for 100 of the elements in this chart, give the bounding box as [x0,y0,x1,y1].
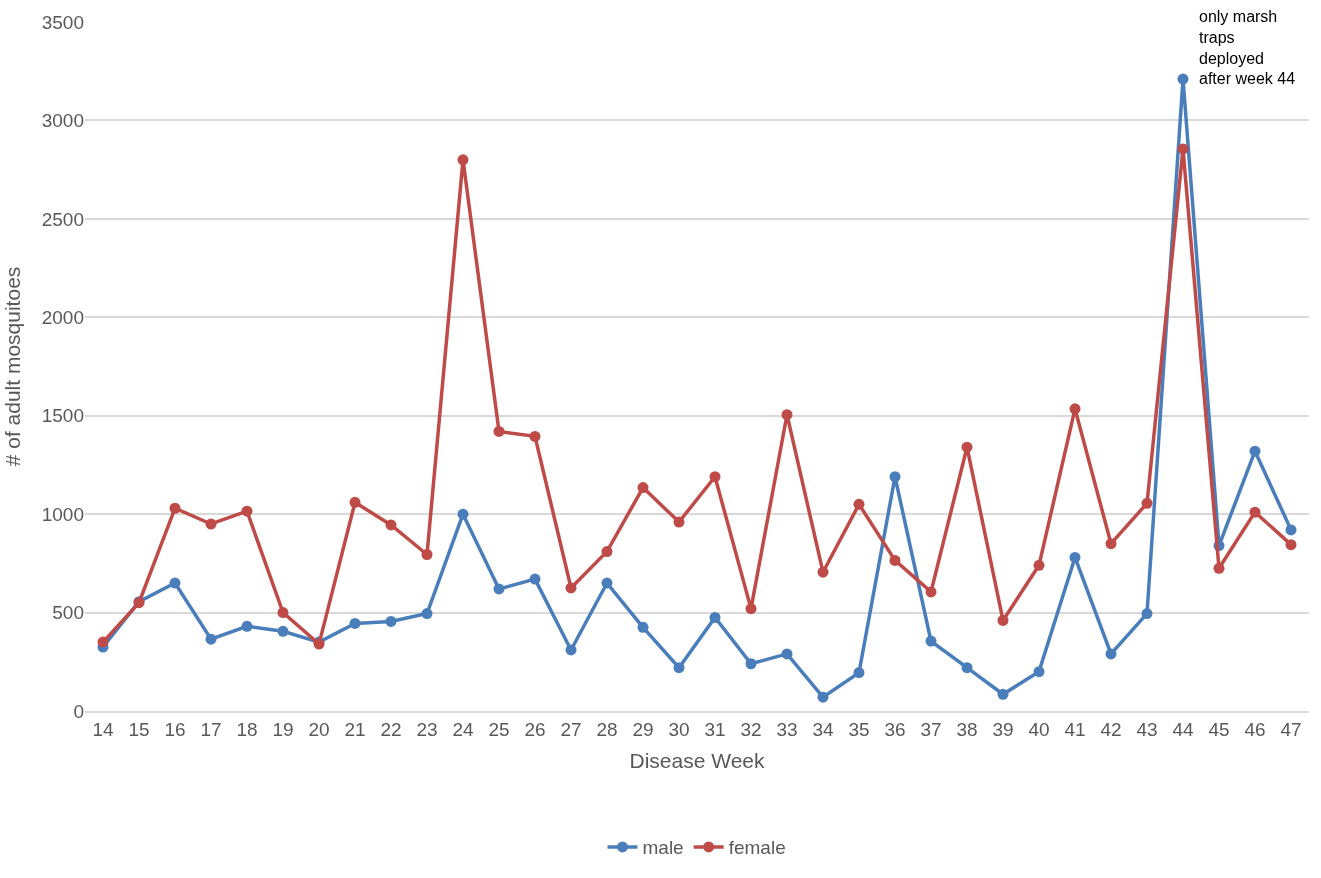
point [385,615,397,627]
point [637,482,649,494]
x-tick-label: 20 [308,718,330,740]
point [1105,538,1117,550]
x-tick-label: 18 [236,718,258,740]
point [241,620,253,632]
point [169,502,181,514]
x-tick-label: 41 [1064,718,1086,740]
point [241,505,253,517]
x-tick-label: 47 [1280,718,1302,740]
point [421,549,433,560]
x-tick-label: 28 [596,718,618,740]
x-tick-label: 38 [956,718,978,740]
point [637,621,649,633]
point [97,636,109,648]
y-tick-label: 1500 [41,405,84,427]
x-tick-label: 29 [632,718,654,740]
point [601,546,613,558]
y-axis-title: # of adult mosquitoes [0,266,24,467]
point [565,582,577,594]
x-tick-label: 25 [488,718,510,740]
point [961,441,973,453]
point [1285,539,1297,551]
point [781,409,793,421]
x-tick-label: 17 [200,718,222,740]
point [673,516,685,528]
point [1105,648,1117,660]
point [817,691,829,703]
point [421,608,433,620]
point [1033,666,1045,678]
point [1213,562,1225,574]
point [853,667,865,679]
y-tick-label: 3500 [41,11,84,33]
x-tick-label: 26 [524,718,546,740]
y-tick-label: 3000 [41,110,84,132]
point [205,633,217,645]
point [1141,497,1153,509]
point [277,625,289,637]
x-tick-label: 21 [344,718,366,740]
point [1069,403,1081,415]
x-tick-label: 37 [920,718,942,740]
x-axis-title: Disease Week [629,749,765,773]
x-tick-label: 32 [740,718,762,740]
point [997,688,1009,700]
point [349,617,361,629]
y-tick-label: 2000 [41,306,84,328]
x-tick-label: 19 [272,718,294,740]
x-tick-label: 14 [92,718,114,740]
x-tick-label: 16 [164,718,186,740]
point [709,471,721,483]
point [457,154,469,166]
point [889,471,901,483]
point [709,611,721,623]
x-tick-label: 31 [704,718,726,740]
point [205,518,217,530]
point [1069,551,1081,563]
point [1033,559,1045,571]
point [1249,506,1261,518]
point [925,586,937,598]
point [1249,445,1261,457]
point [889,554,901,566]
point [745,658,757,670]
x-tick-label: 30 [668,718,690,740]
point [673,662,685,674]
point [1177,143,1189,155]
point [1141,608,1153,620]
point [457,508,469,520]
x-tick-label: 34 [812,718,834,740]
point [997,614,1009,626]
point [493,425,505,437]
x-tick-label: 46 [1244,718,1266,740]
point [745,603,757,615]
point [781,648,793,660]
legend-label: male [642,837,684,859]
point [1285,524,1297,536]
point [169,577,181,589]
point [529,573,541,585]
point [925,635,937,647]
y-tick-label: 0 [73,700,84,722]
point [601,577,613,589]
x-tick-label: 27 [560,718,582,740]
point [1177,73,1189,85]
x-tick-label: 42 [1100,718,1122,740]
point [565,644,577,656]
x-tick-label: 36 [884,718,906,740]
point [385,519,397,531]
point [493,583,505,595]
y-tick-label: 500 [52,602,84,624]
x-tick-label: 45 [1208,718,1230,740]
y-tick-label: 1000 [41,503,84,525]
x-tick-label: 22 [380,718,402,740]
point [529,430,541,442]
point [817,566,829,578]
point [349,496,361,508]
x-tick-label: 43 [1136,718,1158,740]
legend-label: female [728,837,786,859]
point [961,662,973,674]
x-tick-label: 40 [1028,718,1050,740]
x-tick-label: 23 [416,718,438,740]
x-tick-label: 44 [1172,718,1194,740]
